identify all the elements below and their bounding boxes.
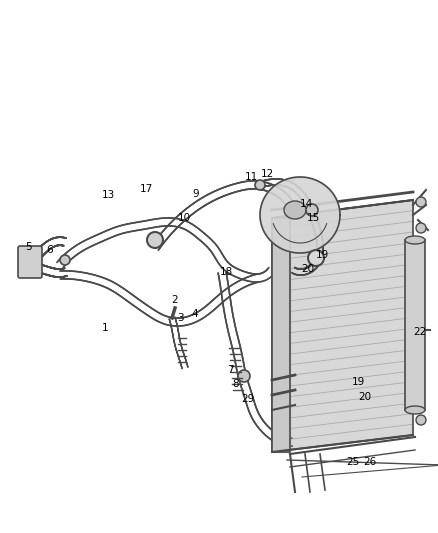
Text: 13: 13 bbox=[101, 190, 115, 200]
Text: 14: 14 bbox=[300, 199, 313, 209]
Text: 20: 20 bbox=[358, 392, 371, 402]
Text: 11: 11 bbox=[244, 172, 258, 182]
Circle shape bbox=[416, 197, 426, 207]
Text: 12: 12 bbox=[260, 169, 274, 179]
Circle shape bbox=[255, 180, 265, 190]
Text: 17: 17 bbox=[139, 184, 152, 194]
Text: 9: 9 bbox=[193, 189, 199, 199]
Text: 7: 7 bbox=[227, 365, 233, 375]
Text: 4: 4 bbox=[192, 309, 198, 319]
Ellipse shape bbox=[405, 406, 425, 414]
Text: 10: 10 bbox=[177, 213, 191, 223]
Text: 26: 26 bbox=[364, 457, 377, 467]
Text: 29: 29 bbox=[241, 394, 254, 404]
Ellipse shape bbox=[405, 236, 425, 244]
Text: 3: 3 bbox=[177, 313, 184, 323]
FancyBboxPatch shape bbox=[18, 246, 42, 278]
Circle shape bbox=[416, 223, 426, 233]
Text: 15: 15 bbox=[306, 213, 320, 223]
Text: 22: 22 bbox=[413, 327, 427, 337]
Text: 8: 8 bbox=[233, 379, 239, 389]
Polygon shape bbox=[272, 218, 290, 452]
Text: 19: 19 bbox=[351, 377, 364, 387]
Circle shape bbox=[306, 204, 318, 216]
Circle shape bbox=[238, 370, 250, 382]
Circle shape bbox=[60, 255, 70, 265]
Text: 5: 5 bbox=[25, 242, 31, 252]
Ellipse shape bbox=[284, 201, 306, 219]
Polygon shape bbox=[260, 177, 340, 253]
Text: 1: 1 bbox=[102, 323, 108, 333]
Circle shape bbox=[308, 250, 324, 266]
Circle shape bbox=[147, 232, 163, 248]
Text: 6: 6 bbox=[47, 245, 53, 255]
Text: 2: 2 bbox=[172, 295, 178, 305]
Text: 25: 25 bbox=[346, 457, 360, 467]
Bar bbox=[405, 240, 425, 410]
Text: 20: 20 bbox=[301, 264, 314, 274]
Polygon shape bbox=[272, 200, 413, 452]
Text: 19: 19 bbox=[315, 250, 328, 260]
Text: 18: 18 bbox=[219, 267, 233, 277]
Circle shape bbox=[416, 415, 426, 425]
